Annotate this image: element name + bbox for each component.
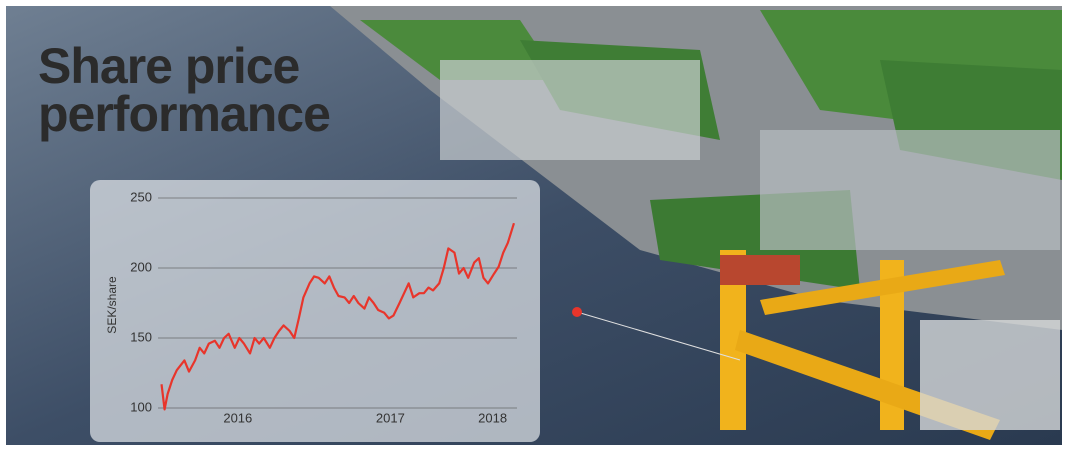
price-line <box>160 222 515 411</box>
x-tick-label: 2018 <box>478 410 507 425</box>
pointer-dot <box>572 307 582 317</box>
chart-panel <box>90 180 540 442</box>
plot: 100 150 200 250 2016 2017 2018 SEK/share <box>105 189 517 425</box>
y-tick-label: 250 <box>130 189 152 204</box>
y-tick-label: 200 <box>130 259 152 274</box>
y-axis-label: SEK/share <box>105 276 119 334</box>
x-tick-label: 2016 <box>223 410 252 425</box>
y-tick-label: 150 <box>130 329 152 344</box>
platform <box>330 6 1062 440</box>
y-tick-label: 100 <box>130 399 152 414</box>
pointer-line <box>576 311 741 361</box>
x-tick-label: 2017 <box>376 410 405 425</box>
chart-title: Share price performance <box>38 38 331 142</box>
